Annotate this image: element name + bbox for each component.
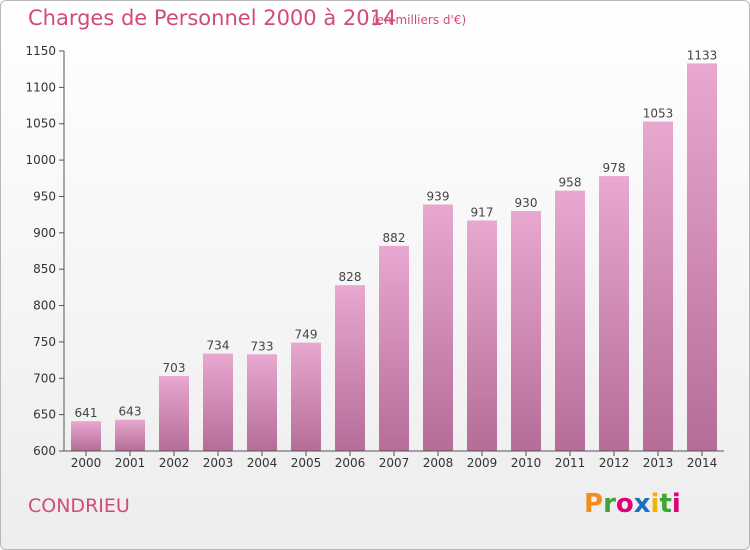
- x-tick-label: 2008: [423, 456, 454, 470]
- bar: [423, 204, 453, 451]
- x-tick-label: 2005: [291, 456, 322, 470]
- data-label: 828: [339, 270, 362, 284]
- x-tick-label: 2010: [511, 456, 542, 470]
- logo-letter: i: [671, 489, 681, 519]
- data-label: 734: [207, 339, 230, 353]
- commune-name: CONDRIEU: [28, 495, 130, 517]
- logo-letter: i: [650, 489, 660, 519]
- data-label: 643: [119, 405, 142, 419]
- data-label: 917: [471, 205, 494, 219]
- chart-title: Charges de Personnel 2000 à 2014: [28, 6, 397, 30]
- bar: [643, 121, 673, 451]
- x-tick-label: 2014: [687, 456, 718, 470]
- x-tick-label: 2012: [599, 456, 630, 470]
- data-label: 749: [295, 328, 318, 342]
- y-tick-label: 800: [33, 299, 56, 313]
- y-tick-label: 650: [33, 408, 56, 422]
- bar: [159, 376, 189, 451]
- y-tick-label: 950: [33, 189, 56, 203]
- y-tick-label: 1100: [25, 80, 56, 94]
- data-label: 978: [603, 161, 626, 175]
- bar: [511, 211, 541, 451]
- data-label: 1053: [643, 107, 674, 121]
- y-tick-label: 1150: [25, 44, 56, 58]
- data-label: 930: [515, 196, 538, 210]
- x-tick-label: 2006: [335, 456, 366, 470]
- bar: [247, 354, 277, 451]
- data-label: 641: [75, 406, 98, 420]
- x-tick-label: 2011: [555, 456, 586, 470]
- data-label: 939: [427, 189, 450, 203]
- x-tick-label: 2009: [467, 456, 498, 470]
- logo-letter: r: [603, 489, 616, 519]
- x-tick-label: 2001: [115, 456, 146, 470]
- y-tick-label: 600: [33, 444, 56, 458]
- logo-letter: x: [633, 489, 651, 519]
- x-tick-label: 2013: [643, 456, 674, 470]
- bar: [467, 220, 497, 451]
- bar: [599, 176, 629, 451]
- y-tick-label: 850: [33, 262, 56, 276]
- bar: [203, 353, 233, 451]
- y-tick-label: 700: [33, 371, 56, 385]
- bar: [335, 285, 365, 451]
- data-label: 733: [251, 339, 274, 353]
- bar: [555, 190, 585, 452]
- y-tick-label: 1000: [25, 153, 56, 167]
- bar: [71, 421, 101, 451]
- data-label: 703: [163, 361, 186, 375]
- data-label: 1133: [687, 48, 718, 62]
- logo-letter: o: [615, 489, 634, 519]
- data-label: 958: [559, 176, 582, 190]
- proxiti-logo: Proxiti: [584, 489, 681, 519]
- bar: [291, 342, 321, 451]
- chart-subtitle: (en milliers d'€): [372, 13, 467, 27]
- x-tick-label: 2003: [203, 456, 234, 470]
- y-tick-label: 900: [33, 226, 56, 240]
- bar: [115, 419, 145, 451]
- x-tick-label: 2002: [159, 456, 190, 470]
- data-label: 882: [383, 231, 406, 245]
- x-tick-label: 2007: [379, 456, 410, 470]
- y-tick-label: 750: [33, 335, 56, 349]
- x-tick-label: 2000: [71, 456, 102, 470]
- logo-letter: P: [584, 489, 604, 519]
- bar: [687, 63, 717, 451]
- y-tick-label: 1050: [25, 117, 56, 131]
- x-tick-label: 2004: [247, 456, 278, 470]
- logo-letter: t: [659, 489, 672, 519]
- bar: [379, 245, 409, 451]
